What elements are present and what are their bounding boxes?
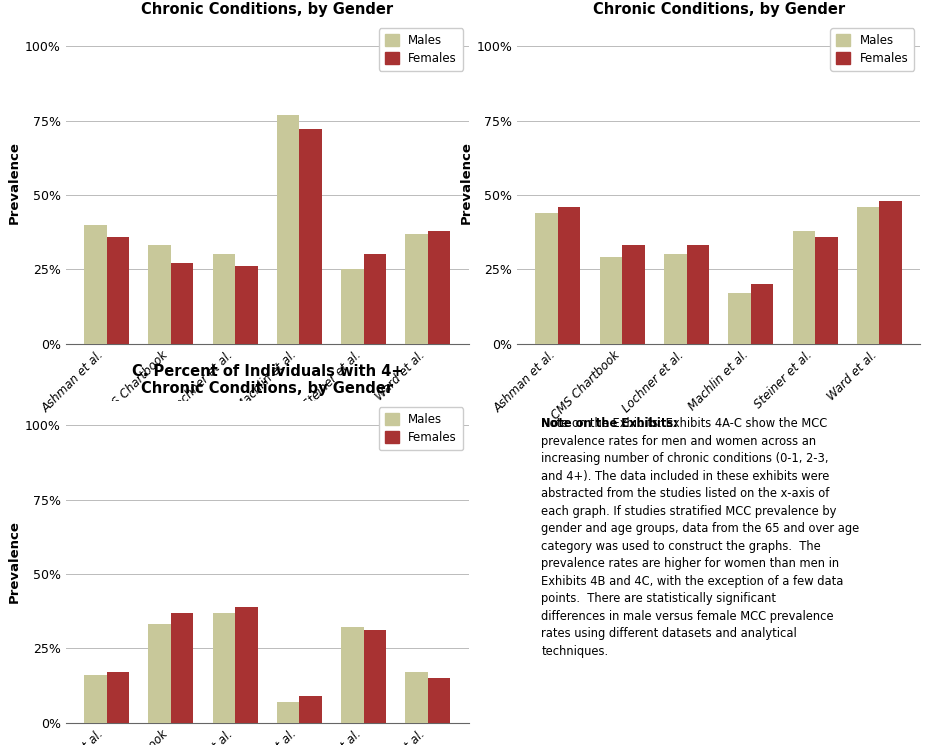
- Bar: [558, 207, 580, 343]
- Y-axis label: Prevalence: Prevalence: [459, 142, 472, 224]
- Legend: Males, Females: Males, Females: [378, 28, 463, 71]
- Bar: [600, 257, 623, 343]
- Title: A. Percent of Individuals with 0 to 1
Chronic Conditions, by Gender: A. Percent of Individuals with 0 to 1 Ch…: [118, 0, 416, 17]
- Text: Note on the Exhibits: Exhibits 4A-C show the MCC
prevalence rates for men and wo: Note on the Exhibits: Exhibits 4A-C show…: [542, 417, 859, 658]
- Bar: [428, 230, 451, 343]
- Bar: [880, 201, 901, 343]
- Bar: [277, 115, 300, 343]
- Bar: [406, 233, 428, 343]
- Bar: [85, 224, 106, 343]
- Bar: [300, 130, 322, 343]
- Bar: [235, 606, 257, 723]
- Bar: [277, 702, 300, 723]
- Bar: [171, 263, 193, 343]
- Bar: [212, 254, 235, 343]
- Bar: [751, 284, 774, 343]
- Y-axis label: Prevalence: Prevalence: [8, 142, 21, 224]
- Text: Note on the Exhibits:: Note on the Exhibits:: [542, 417, 678, 431]
- Title: B. Percent of Individuals with 2 to 3
Chronic Conditions, by Gender: B. Percent of Individuals with 2 to 3 Ch…: [570, 0, 868, 17]
- Bar: [815, 236, 838, 343]
- Bar: [148, 245, 171, 343]
- Bar: [148, 624, 171, 723]
- Bar: [235, 266, 257, 343]
- Bar: [171, 612, 193, 723]
- Bar: [664, 254, 686, 343]
- Bar: [729, 293, 751, 343]
- Bar: [406, 672, 428, 723]
- Bar: [106, 672, 129, 723]
- Bar: [341, 627, 363, 723]
- Bar: [363, 254, 386, 343]
- Bar: [428, 678, 451, 723]
- Bar: [85, 675, 106, 723]
- Legend: Males, Females: Males, Females: [378, 408, 463, 450]
- Bar: [793, 230, 815, 343]
- Legend: Males, Females: Males, Females: [830, 28, 915, 71]
- Bar: [363, 630, 386, 723]
- Bar: [106, 236, 129, 343]
- Title: C. Percent of Individuals with 4+
Chronic Conditions, by Gender: C. Percent of Individuals with 4+ Chroni…: [131, 364, 403, 396]
- Bar: [686, 245, 709, 343]
- Bar: [212, 612, 235, 723]
- Y-axis label: Prevalence: Prevalence: [8, 521, 21, 603]
- Bar: [535, 213, 558, 343]
- Bar: [341, 269, 363, 343]
- Bar: [300, 696, 322, 723]
- Bar: [623, 245, 645, 343]
- Bar: [857, 207, 880, 343]
